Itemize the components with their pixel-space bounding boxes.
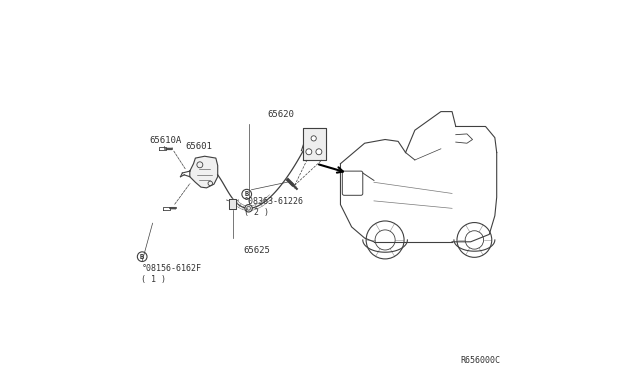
Circle shape <box>316 149 322 155</box>
Text: B: B <box>244 191 249 197</box>
Polygon shape <box>229 199 236 209</box>
Text: 65625: 65625 <box>243 246 270 254</box>
Text: 65620: 65620 <box>268 110 294 119</box>
Text: 65610A: 65610A <box>149 136 181 145</box>
Circle shape <box>306 149 312 155</box>
Text: 65601: 65601 <box>186 142 212 151</box>
Text: R656000C: R656000C <box>460 356 500 365</box>
Circle shape <box>245 205 252 212</box>
Text: °08363-61226
( 2 ): °08363-61226 ( 2 ) <box>244 197 304 217</box>
Circle shape <box>311 136 316 141</box>
Polygon shape <box>303 128 326 160</box>
Polygon shape <box>190 156 218 188</box>
Text: B: B <box>140 254 144 260</box>
Text: °08156-6162F
( 1 ): °08156-6162F ( 1 ) <box>141 264 202 283</box>
